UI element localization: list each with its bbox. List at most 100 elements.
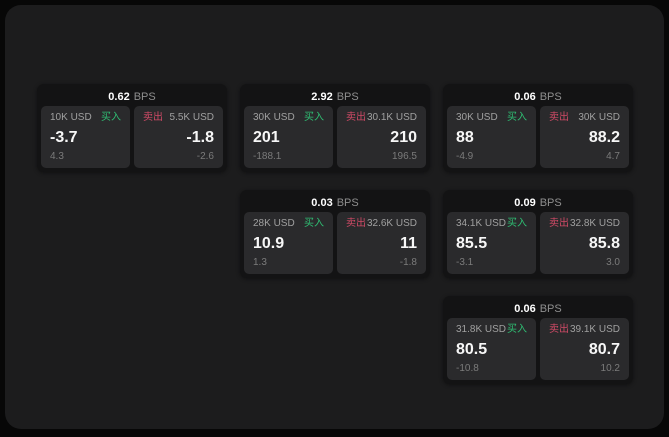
quote-card: 0.03 BPS 28K USD 买入 10.9 1.3 卖出 32.6K US… <box>240 190 430 278</box>
quote-sides: 10K USD 买入 -3.7 4.3 卖出 5.5K USD -1.8 -2.… <box>41 106 223 168</box>
buy-cell-top: 10K USD 买入 <box>50 113 121 123</box>
sell-delta: -2.6 <box>196 151 214 162</box>
sell-cell[interactable]: 卖出 32.6K USD 11 -1.8 <box>337 212 426 274</box>
sell-side-label: 卖出 <box>143 112 163 123</box>
quote-sides: 34.1K USD 买入 85.5 -3.1 卖出 32.8K USD 85.8… <box>447 212 629 274</box>
bps-unit-label: BPS <box>539 197 562 209</box>
buy-cell[interactable]: 30K USD 买入 88 -4.9 <box>447 106 536 168</box>
buy-cell[interactable]: 30K USD 买入 201 -188.1 <box>244 106 333 168</box>
bps-unit-label: BPS <box>133 91 156 103</box>
sell-price: 88.2 <box>588 128 620 146</box>
buy-delta: 4.3 <box>50 151 64 162</box>
sell-amount: 5.5K USD <box>169 112 214 123</box>
quote-card: 0.09 BPS 34.1K USD 买入 85.5 -3.1 卖出 32.8K… <box>443 190 633 278</box>
sell-delta: 10.2 <box>600 363 620 374</box>
buy-delta: -188.1 <box>253 151 282 162</box>
sell-amount: 32.8K USD <box>569 218 620 229</box>
buy-price: -3.7 <box>50 128 78 146</box>
sell-delta: -1.8 <box>399 257 417 268</box>
buy-amount: 30K USD <box>253 112 295 123</box>
sell-amount: 30K USD <box>578 112 620 123</box>
sell-price: 11 <box>400 234 417 252</box>
buy-delta: -3.1 <box>456 257 474 268</box>
card-bps-header: 0.06 BPS <box>447 88 629 106</box>
buy-cell[interactable]: 34.1K USD 买入 85.5 -3.1 <box>447 212 536 274</box>
bps-unit-label: BPS <box>336 91 359 103</box>
buy-cell-top: 31.8K USD 买入 <box>456 325 527 335</box>
buy-delta: 1.3 <box>253 257 267 268</box>
buy-cell[interactable]: 10K USD 买入 -3.7 4.3 <box>41 106 130 168</box>
sell-cell-top: 卖出 32.8K USD <box>549 219 620 229</box>
sell-cell-top: 卖出 30K USD <box>549 113 620 123</box>
buy-cell[interactable]: 31.8K USD 买入 80.5 -10.8 <box>447 318 536 380</box>
sell-amount: 32.6K USD <box>366 218 417 229</box>
buy-amount: 34.1K USD <box>456 218 507 229</box>
sell-cell[interactable]: 卖出 39.1K USD 80.7 10.2 <box>540 318 629 380</box>
sell-delta: 196.5 <box>391 151 417 162</box>
sell-cell[interactable]: 卖出 30.1K USD 210 196.5 <box>337 106 426 168</box>
buy-cell-top: 30K USD 买入 <box>456 113 527 123</box>
buy-amount: 10K USD <box>50 112 92 123</box>
sell-cell-top: 卖出 5.5K USD <box>143 113 214 123</box>
sell-side-label: 卖出 <box>549 218 569 229</box>
sell-amount: 39.1K USD <box>569 324 620 335</box>
sell-side-label: 卖出 <box>346 112 366 123</box>
sell-cell[interactable]: 卖出 5.5K USD -1.8 -2.6 <box>134 106 223 168</box>
buy-side-label: 买入 <box>507 324 527 335</box>
card-bps-header: 0.09 BPS <box>447 194 629 212</box>
sell-cell[interactable]: 卖出 32.8K USD 85.8 3.0 <box>540 212 629 274</box>
sell-side-label: 卖出 <box>346 218 366 229</box>
main-panel: 0.62 BPS 10K USD 买入 -3.7 4.3 卖出 5.5K USD… <box>5 5 664 429</box>
sell-side-label: 卖出 <box>549 112 569 123</box>
buy-price: 85.5 <box>456 234 488 252</box>
quote-card: 0.06 BPS 30K USD 买入 88 -4.9 卖出 30K USD 8… <box>443 84 633 172</box>
buy-cell[interactable]: 28K USD 买入 10.9 1.3 <box>244 212 333 274</box>
bps-unit-label: BPS <box>539 303 562 315</box>
buy-side-label: 买入 <box>304 218 324 229</box>
buy-price: 80.5 <box>456 340 488 358</box>
sell-side-label: 卖出 <box>549 324 569 335</box>
quote-sides: 30K USD 买入 201 -188.1 卖出 30.1K USD 210 1… <box>244 106 426 168</box>
buy-delta: -10.8 <box>456 363 479 374</box>
card-bps-header: 0.06 BPS <box>447 300 629 318</box>
buy-amount: 30K USD <box>456 112 498 123</box>
quote-sides: 31.8K USD 买入 80.5 -10.8 卖出 39.1K USD 80.… <box>447 318 629 380</box>
sell-amount: 30.1K USD <box>366 112 417 123</box>
bps-unit-label: BPS <box>336 197 359 209</box>
sell-price: 85.8 <box>588 234 620 252</box>
bps-value: 2.92 <box>311 91 333 103</box>
quote-sides: 30K USD 买入 88 -4.9 卖出 30K USD 88.2 4.7 <box>447 106 629 168</box>
buy-side-label: 买入 <box>101 112 121 123</box>
quote-sides: 28K USD 买入 10.9 1.3 卖出 32.6K USD 11 -1.8 <box>244 212 426 274</box>
sell-cell-top: 卖出 39.1K USD <box>549 325 620 335</box>
sell-cell[interactable]: 卖出 30K USD 88.2 4.7 <box>540 106 629 168</box>
buy-cell-top: 34.1K USD 买入 <box>456 219 527 229</box>
quote-card: 0.06 BPS 31.8K USD 买入 80.5 -10.8 卖出 39.1… <box>443 296 633 384</box>
buy-price: 88 <box>456 128 474 146</box>
cards-grid: 0.62 BPS 10K USD 买入 -3.7 4.3 卖出 5.5K USD… <box>37 84 633 384</box>
buy-delta: -4.9 <box>456 151 474 162</box>
card-bps-header: 2.92 BPS <box>244 88 426 106</box>
sell-delta: 4.7 <box>606 151 620 162</box>
buy-side-label: 买入 <box>304 112 324 123</box>
buy-side-label: 买入 <box>507 112 527 123</box>
quote-card: 0.62 BPS 10K USD 买入 -3.7 4.3 卖出 5.5K USD… <box>37 84 227 172</box>
bps-value: 0.06 <box>514 91 536 103</box>
buy-amount: 28K USD <box>253 218 295 229</box>
buy-side-label: 买入 <box>507 218 527 229</box>
bps-value: 0.06 <box>514 303 536 315</box>
bps-value: 0.62 <box>108 91 130 103</box>
quote-card: 2.92 BPS 30K USD 买入 201 -188.1 卖出 30.1K … <box>240 84 430 172</box>
card-bps-header: 0.62 BPS <box>41 88 223 106</box>
buy-amount: 31.8K USD <box>456 324 507 335</box>
buy-price: 10.9 <box>253 234 285 252</box>
bps-value: 0.09 <box>514 197 536 209</box>
sell-price: 80.7 <box>588 340 620 358</box>
bps-value: 0.03 <box>311 197 333 209</box>
sell-price: 210 <box>390 128 417 146</box>
bps-unit-label: BPS <box>539 91 562 103</box>
sell-delta: 3.0 <box>606 257 620 268</box>
card-bps-header: 0.03 BPS <box>244 194 426 212</box>
sell-cell-top: 卖出 32.6K USD <box>346 219 417 229</box>
